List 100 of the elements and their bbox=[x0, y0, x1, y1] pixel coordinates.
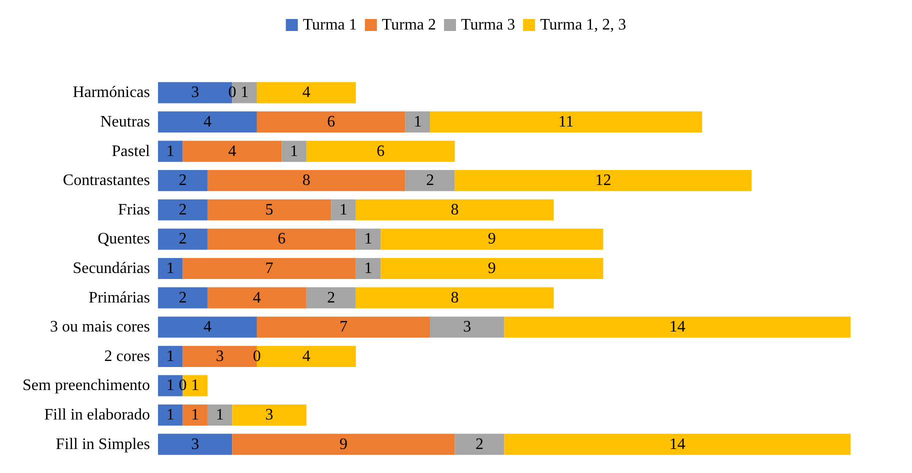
data-label: 8 bbox=[450, 289, 459, 306]
data-label: 4 bbox=[252, 289, 261, 306]
y-tick-label: Frias bbox=[118, 201, 150, 218]
data-label: 7 bbox=[265, 260, 274, 277]
bar bbox=[158, 170, 208, 192]
data-label: 8 bbox=[450, 201, 459, 218]
y-tick-label: Harmónicas bbox=[72, 84, 150, 102]
data-label: 12 bbox=[595, 172, 612, 190]
bar bbox=[158, 140, 183, 162]
data-label: 1 bbox=[240, 84, 249, 102]
data-label: 6 bbox=[327, 113, 336, 130]
bar bbox=[454, 170, 752, 192]
bar bbox=[256, 316, 430, 338]
y-tick-label: Neutras bbox=[100, 113, 150, 130]
data-label: 3 bbox=[265, 406, 274, 424]
bar bbox=[158, 111, 257, 133]
legend-label: Turma 1, 2, 3 bbox=[540, 16, 626, 34]
bar bbox=[182, 140, 282, 162]
bar bbox=[207, 170, 406, 192]
bar bbox=[256, 82, 356, 104]
data-label: 2 bbox=[178, 172, 187, 190]
bar bbox=[158, 434, 232, 455]
data-label: 1 bbox=[364, 260, 372, 277]
data-label: 1 bbox=[290, 142, 298, 160]
bar bbox=[454, 434, 504, 455]
data-label: 7 bbox=[340, 318, 348, 336]
data-label: 9 bbox=[488, 230, 496, 248]
bar bbox=[306, 287, 356, 308]
data-label: 1 bbox=[166, 406, 174, 424]
legend-label: Turma 1 bbox=[302, 16, 357, 34]
bar bbox=[430, 316, 504, 338]
annotation: 0 bbox=[228, 84, 236, 102]
data-label: 6 bbox=[278, 230, 286, 248]
data-label: 1 bbox=[340, 201, 348, 218]
data-label: 4 bbox=[228, 142, 236, 160]
legend-label: Turma 2 bbox=[382, 16, 436, 34]
bar bbox=[158, 258, 183, 280]
bar bbox=[207, 199, 332, 220]
data-label: 1 bbox=[216, 406, 224, 424]
bar bbox=[207, 287, 306, 308]
y-tick-label: Fill in elaborado bbox=[44, 406, 150, 424]
bar bbox=[356, 258, 381, 280]
data-label: 2 bbox=[178, 289, 187, 306]
data-label: 4 bbox=[302, 84, 310, 102]
data-label: 3 bbox=[216, 348, 224, 365]
data-label: 14 bbox=[669, 318, 686, 336]
y-tick-label: Contrastantes bbox=[62, 172, 150, 190]
data-label: 1 bbox=[166, 260, 174, 277]
bar bbox=[207, 228, 356, 250]
y-tick-label: Quentes bbox=[98, 230, 150, 248]
data-label: 1 bbox=[364, 230, 372, 248]
data-label: 3 bbox=[191, 84, 200, 102]
data-label: 2 bbox=[178, 230, 187, 248]
bar bbox=[232, 404, 306, 426]
data-label: 14 bbox=[669, 436, 686, 453]
bar bbox=[158, 287, 208, 308]
bar bbox=[405, 111, 430, 133]
bar bbox=[356, 228, 381, 250]
bar bbox=[158, 199, 208, 220]
data-label: 1 bbox=[414, 113, 422, 130]
bar bbox=[182, 258, 356, 280]
bar bbox=[380, 258, 604, 280]
y-tick-label: 2 cores bbox=[104, 348, 150, 365]
bar bbox=[356, 199, 554, 220]
bar bbox=[207, 404, 232, 426]
data-label: 6 bbox=[376, 142, 385, 160]
data-label: 2 bbox=[178, 201, 187, 218]
data-label: 4 bbox=[302, 348, 310, 365]
bar bbox=[158, 346, 183, 367]
data-label: 9 bbox=[488, 260, 496, 277]
annotation: 0 bbox=[252, 348, 261, 365]
data-label: 1 bbox=[166, 377, 174, 394]
bar bbox=[232, 434, 455, 455]
data-label: 8 bbox=[302, 172, 310, 190]
bar bbox=[356, 287, 554, 308]
bar bbox=[504, 316, 851, 338]
bar bbox=[158, 228, 208, 250]
bar bbox=[430, 111, 702, 133]
data-label: 2 bbox=[426, 172, 434, 190]
data-label: 1 bbox=[191, 406, 200, 424]
data-label: 9 bbox=[340, 436, 348, 453]
bar bbox=[282, 140, 306, 162]
data-label: 3 bbox=[463, 318, 472, 336]
data-label: 1 bbox=[191, 377, 200, 394]
y-tick-label: Secundárias bbox=[72, 260, 150, 277]
bar bbox=[380, 228, 604, 250]
bar bbox=[331, 199, 356, 220]
legend-label: Turma 3 bbox=[461, 16, 516, 34]
data-label: 11 bbox=[558, 113, 574, 130]
bar bbox=[256, 111, 406, 133]
data-label: 1 bbox=[166, 142, 174, 160]
bar bbox=[504, 434, 851, 455]
data-label: 4 bbox=[203, 113, 212, 130]
data-label: 4 bbox=[203, 318, 212, 336]
bar bbox=[158, 404, 183, 426]
y-tick-label: Sem preenchimento bbox=[22, 377, 150, 394]
bar bbox=[182, 404, 208, 426]
bar bbox=[306, 140, 455, 162]
y-tick-label: Primárias bbox=[88, 289, 150, 306]
y-tick-label: 3 ou mais cores bbox=[50, 318, 150, 336]
